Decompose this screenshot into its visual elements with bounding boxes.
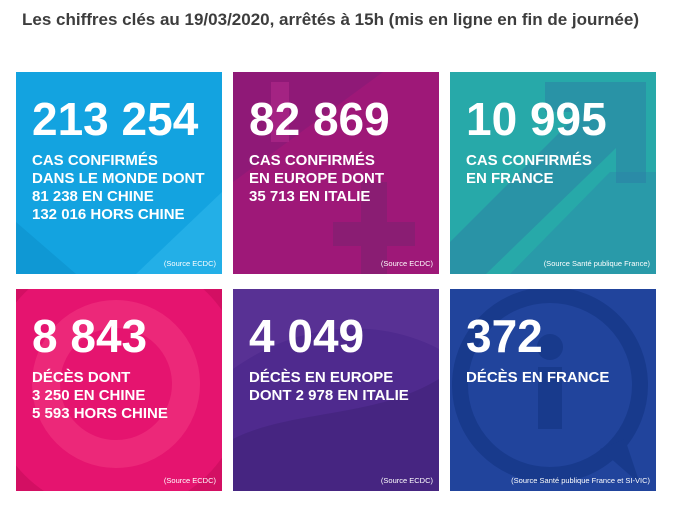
tile-france-cases: 10 995 CAS CONFIRMÉS EN FRANCE (Source S… <box>450 72 656 274</box>
europe-cases-source: (Source ECDC) <box>380 259 433 268</box>
europe-deaths-label: DÉCÈS EN EUROPE DONT 2 978 EN ITALIE <box>249 369 409 404</box>
europe-cases-label: CAS CONFIRMÉS EN EUROPE DONT 35 713 EN I… <box>249 152 385 205</box>
world-cases-label: CAS CONFIRMÉS DANS LE MONDE DONT 81 238 … <box>32 152 205 223</box>
venus-symbol-icon <box>233 72 439 274</box>
world-cases-number: 213 254 <box>32 93 199 145</box>
target-rings-icon <box>16 289 222 491</box>
tile-world-deaths: 8 843 DÉCÈS DONT 3 250 EN CHINE 5 593 HO… <box>16 289 222 491</box>
globe-pattern-icon <box>16 192 222 274</box>
tile-europe-cases: 82 869 CAS CONFIRMÉS EN EUROPE DONT 35 7… <box>233 72 439 274</box>
tile-world-cases: 213 254 CAS CONFIRMÉS DANS LE MONDE DONT… <box>16 72 222 274</box>
wave-pattern-icon <box>233 289 439 491</box>
france-cases-label: CAS CONFIRMÉS EN FRANCE <box>466 152 592 187</box>
france-deaths-source: (Source Santé publique France et SI-VIC) <box>511 476 650 485</box>
europe-deaths-number: 4 049 <box>249 310 365 362</box>
france-deaths-number: 372 <box>466 310 543 362</box>
arrow-up-right-icon <box>450 72 656 274</box>
info-speech-bubble-icon <box>450 289 656 491</box>
world-deaths-number: 8 843 <box>32 310 148 362</box>
france-deaths-label: DÉCÈS EN FRANCE <box>466 369 610 386</box>
france-cases-source: (Source Santé publique France) <box>543 259 650 268</box>
europe-cases-number: 82 869 <box>249 93 390 145</box>
world-deaths-label: DÉCÈS DONT 3 250 EN CHINE 5 593 HORS CHI… <box>32 369 168 422</box>
world-cases-source: (Source ECDC) <box>163 259 216 268</box>
world-deaths-source: (Source ECDC) <box>163 476 216 485</box>
france-cases-number: 10 995 <box>466 93 607 145</box>
page-heading: Les chiffres clés au 19/03/2020, arrêtés… <box>22 10 639 29</box>
tile-europe-deaths: 4 049 DÉCÈS EN EUROPE DONT 2 978 EN ITAL… <box>233 289 439 491</box>
europe-deaths-source: (Source ECDC) <box>380 476 433 485</box>
tile-france-deaths: 372 DÉCÈS EN FRANCE (Source Santé publiq… <box>450 289 656 491</box>
